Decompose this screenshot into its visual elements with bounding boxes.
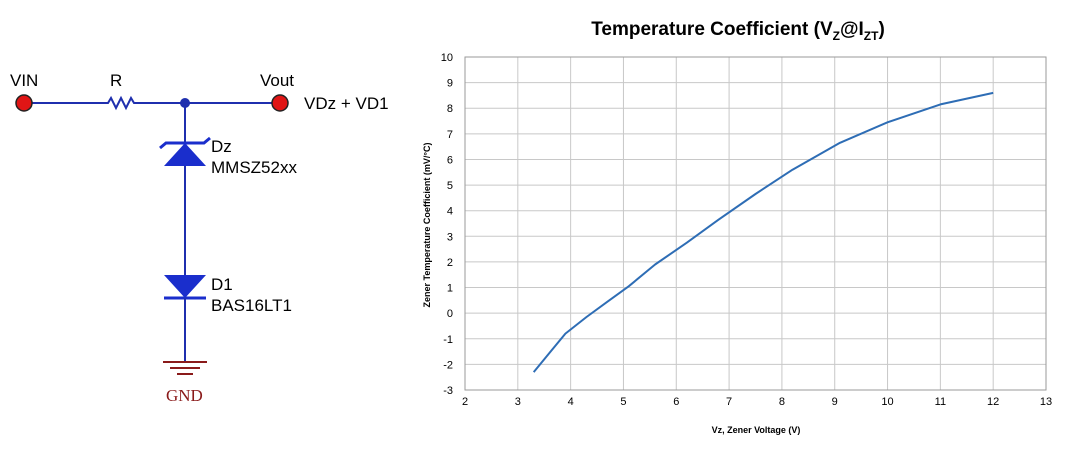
vin-label: VIN xyxy=(10,71,38,90)
temperature-coefficient-chart: Temperature Coefficient (VZ@IZT) 2 3 4 5 6 7 8… xyxy=(422,19,1052,435)
x-tick-label: 4 xyxy=(568,396,574,408)
x-tick-label: 12 xyxy=(987,396,999,408)
zener-diode-dz xyxy=(159,136,211,166)
diode-d1 xyxy=(164,275,206,300)
chart-title-sub-z: Z xyxy=(833,29,840,43)
y-axis-label: Zener Temperature Coefficient (mV/°C) xyxy=(422,143,432,308)
schematic: VIN R Vout VDz + VD1 Dz MMSZ52xx D1 BAS1… xyxy=(10,71,389,405)
chart-title-end: ) xyxy=(878,19,884,40)
series-line-tc xyxy=(532,91,994,373)
vin-terminal xyxy=(15,94,33,112)
x-tick-label: 11 xyxy=(935,396,946,408)
zener-part-label: MMSZ52xx xyxy=(211,158,297,177)
ground-label: GND xyxy=(166,386,203,405)
y-tick-label: 4 xyxy=(447,206,453,218)
chart-series xyxy=(532,91,994,373)
y-tick-label: 8 xyxy=(447,103,453,115)
chart-gridlines xyxy=(464,56,1047,391)
resistor-r xyxy=(104,95,140,111)
x-tick-label: 8 xyxy=(779,396,785,408)
vout-label: Vout xyxy=(260,71,294,90)
x-tick-label: 13 xyxy=(1040,396,1052,408)
x-tick-label: 3 xyxy=(515,396,521,408)
x-axis-label: Vz, Zener Voltage (V) xyxy=(712,425,801,435)
resistor-label: R xyxy=(110,71,122,90)
y-tick-label: 7 xyxy=(447,129,453,141)
x-tick-label: 2 xyxy=(462,396,468,408)
x-tick-label: 7 xyxy=(726,396,732,408)
ground-symbol xyxy=(163,361,207,375)
x-tick-label: 10 xyxy=(881,396,893,408)
diode-part-label: BAS16LT1 xyxy=(211,296,292,315)
y-tick-label: 2 xyxy=(447,257,453,269)
chart-title: Temperature Coefficient (VZ@IZT) xyxy=(591,19,885,43)
y-tick-label: -3 xyxy=(443,385,453,397)
x-tick-label: 6 xyxy=(673,396,679,408)
plot-area-frame xyxy=(464,56,1047,391)
chart-title-sub-zt: ZT xyxy=(864,29,879,43)
vout-terminal xyxy=(271,94,289,112)
y-tick-label: 5 xyxy=(447,180,453,192)
y-tick-label: 10 xyxy=(441,52,453,64)
chart-title-main: Temperature Coefficient (V xyxy=(591,19,833,40)
output-expression: VDz + VD1 xyxy=(304,94,389,113)
y-tick-label: 9 xyxy=(447,78,453,90)
chart-title-mid: @I xyxy=(840,19,864,40)
x-tick-label: 9 xyxy=(832,396,838,408)
y-tick-label: 1 xyxy=(447,283,453,295)
y-tick-label: 0 xyxy=(447,308,453,320)
y-tick-label: 3 xyxy=(447,231,453,243)
y-tick-label: -2 xyxy=(443,359,453,371)
x-tick-label: 5 xyxy=(620,396,626,408)
y-tick-label: -1 xyxy=(443,334,453,346)
zener-ref-label: Dz xyxy=(211,137,232,156)
diode-ref-label: D1 xyxy=(211,275,233,294)
y-tick-label: 6 xyxy=(447,154,453,166)
